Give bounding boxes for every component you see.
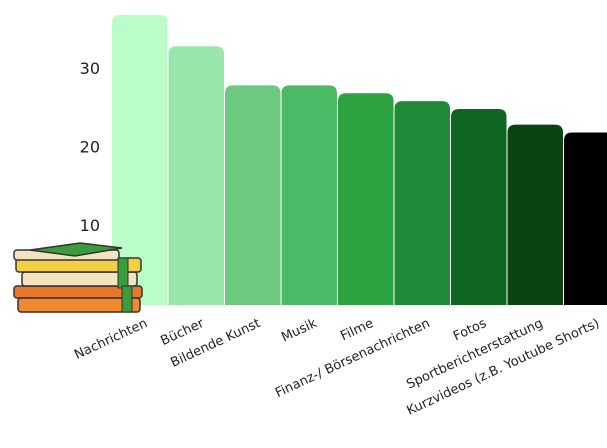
x-tick-label: Musik xyxy=(279,316,320,346)
bar xyxy=(451,108,507,306)
y-tick-label: 10 xyxy=(80,216,100,235)
bar xyxy=(168,46,224,306)
bar xyxy=(338,93,394,306)
bar xyxy=(112,14,168,306)
books-illustration xyxy=(13,242,143,313)
y-tick-label: 20 xyxy=(80,138,100,157)
x-tick-label: Fotos xyxy=(451,316,489,344)
y-tick-label: 30 xyxy=(80,59,100,78)
bar xyxy=(225,85,281,305)
bar xyxy=(394,101,450,306)
bar xyxy=(507,124,563,305)
x-tick-label: Nachrichten xyxy=(72,316,150,363)
x-tick-label: Filme xyxy=(338,316,376,344)
bars xyxy=(112,14,607,306)
bar xyxy=(281,85,337,305)
bar xyxy=(564,132,607,305)
